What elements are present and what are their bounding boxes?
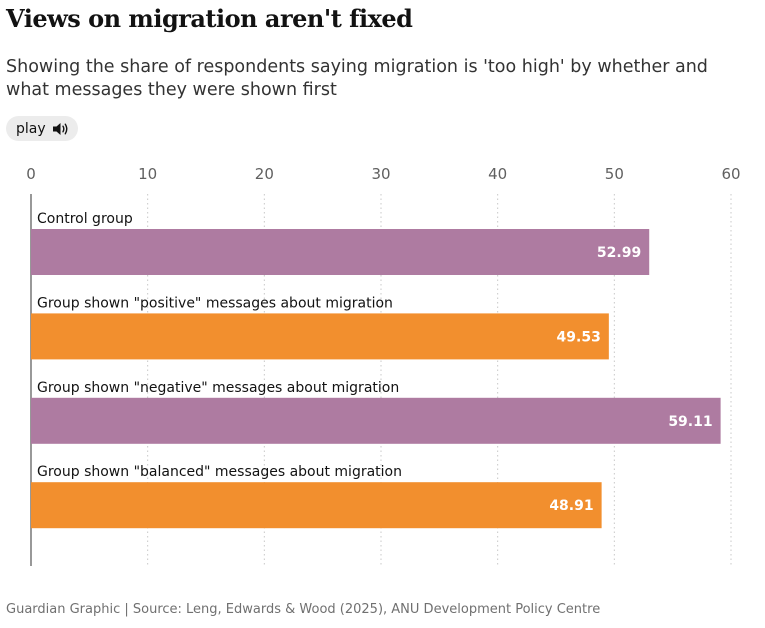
value-label: 52.99 <box>597 245 641 261</box>
category-label: Group shown "positive" messages about mi… <box>37 295 393 311</box>
speaker-icon <box>52 121 70 137</box>
source-footer: Guardian Graphic | Source: Leng, Edwards… <box>6 602 601 617</box>
bar <box>31 229 650 275</box>
bar-chart: 0 10 20 30 40 50 60 Control group 52.99 Group sh… <box>26 165 741 566</box>
value-label: 48.91 <box>549 498 593 514</box>
bar <box>31 482 602 529</box>
tick-label: 40 <box>488 165 507 183</box>
tick-label: 50 <box>605 165 624 183</box>
bars: Control group 52.99 Group shown "positive"… <box>31 211 721 529</box>
tick-label: 60 <box>721 165 740 183</box>
play-button-label: play <box>16 120 46 137</box>
tick-label: 20 <box>255 165 274 183</box>
bar <box>31 397 721 444</box>
bar <box>31 313 609 360</box>
axis-ticks: 0 10 20 30 40 50 60 <box>26 165 740 183</box>
value-label: 59.11 <box>668 414 712 430</box>
value-label: 49.53 <box>557 329 601 345</box>
play-button[interactable]: play <box>6 116 78 141</box>
category-label: Group shown "balanced" messages about mi… <box>37 464 402 480</box>
chart-subtitle: Showing the share of respondents saying … <box>6 57 708 100</box>
category-label: Group shown "negative" messages about mi… <box>37 380 399 396</box>
tick-label: 10 <box>138 165 157 183</box>
tick-label: 0 <box>26 165 36 183</box>
tick-label: 30 <box>371 165 390 183</box>
chart-title: Views on migration aren't fixed <box>6 4 413 33</box>
category-label: Control group <box>37 211 133 227</box>
